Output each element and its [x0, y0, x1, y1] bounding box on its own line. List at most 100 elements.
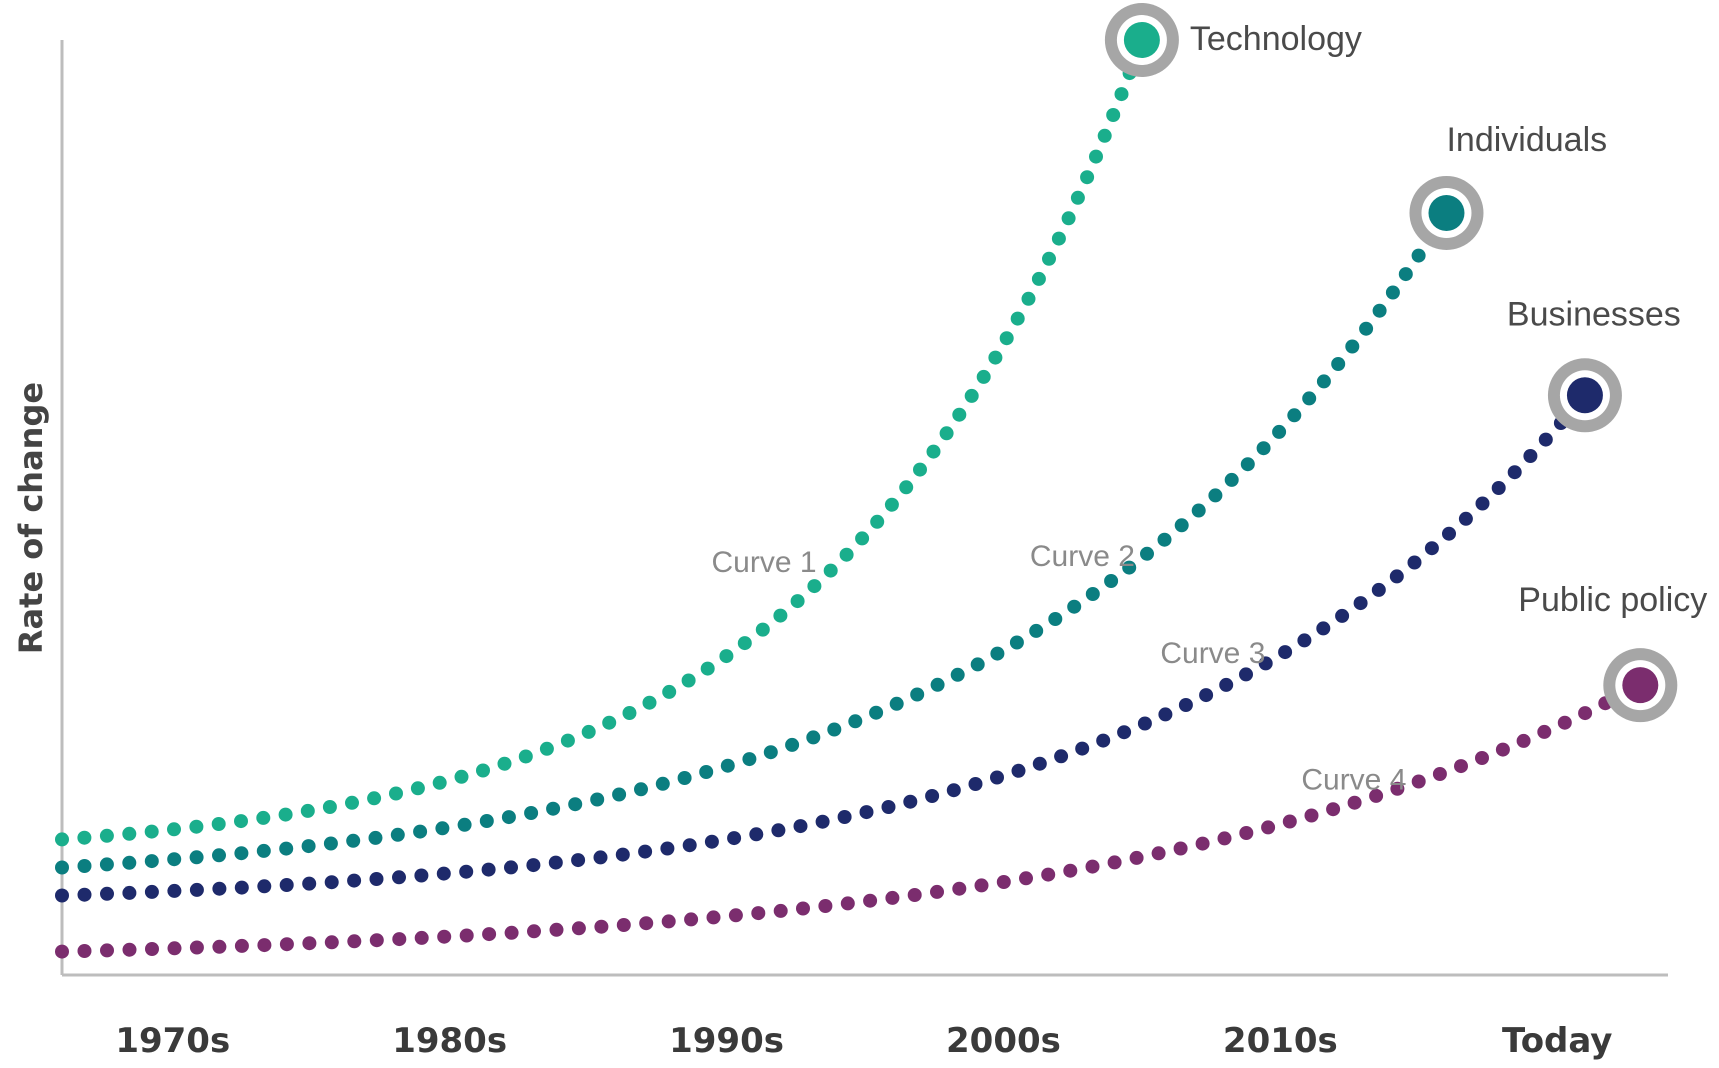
curve-dot: [1538, 432, 1553, 447]
curve-dot: [392, 870, 406, 885]
series-name-businesses: Businesses: [1507, 295, 1681, 333]
series-businesses: [55, 358, 1622, 903]
curve-dot: [677, 771, 692, 785]
curve-dot: [1042, 251, 1056, 266]
curve-dot: [526, 858, 541, 873]
endpoint-marker-businesses: [1547, 358, 1622, 433]
curve-dot: [996, 875, 1011, 889]
curve-dot: [682, 838, 697, 853]
curve-dot: [684, 912, 699, 927]
curve-dot: [1129, 850, 1144, 865]
curve-dot: [481, 862, 496, 877]
curve-dot: [189, 940, 204, 955]
curve-dot: [1335, 608, 1350, 623]
curve-dot: [257, 879, 272, 894]
marker-dot: [1428, 194, 1465, 231]
curve-dot: [212, 881, 227, 896]
x-tick-today: Today: [1502, 1021, 1612, 1061]
curve-dot: [1495, 742, 1510, 757]
curve-dot: [144, 854, 159, 869]
curve-dot: [790, 594, 805, 609]
curve-dot: [55, 832, 69, 847]
curve-dot: [122, 855, 137, 870]
curve-dot: [432, 775, 447, 790]
curve-dot: [1353, 596, 1368, 611]
curve-dot: [728, 908, 743, 923]
curve-dot: [1282, 814, 1297, 829]
curve-dot: [899, 480, 914, 495]
curve-dot: [459, 928, 474, 943]
curve-dot: [806, 730, 821, 745]
curve-dot: [278, 807, 293, 822]
curve-dot: [1224, 472, 1239, 487]
curve-dot: [1371, 582, 1386, 597]
curve-dot: [660, 841, 675, 856]
curve-dot: [1326, 802, 1341, 817]
curve-dot: [414, 930, 429, 945]
curve-dot: [749, 827, 764, 842]
curve-dot: [122, 826, 137, 841]
curve-dot: [1411, 248, 1426, 263]
curve-dot: [1287, 408, 1302, 423]
curve-dot: [1080, 170, 1095, 185]
curve-dot: [964, 388, 979, 403]
endpoint-marker-technology: [1104, 3, 1179, 77]
curve-dot: [1122, 560, 1137, 575]
curve-dot: [622, 706, 637, 720]
endpoint-marker-individuals: [1409, 175, 1484, 250]
curve-dot: [1031, 271, 1046, 286]
curve-dot: [974, 878, 989, 893]
curve-dot: [55, 944, 69, 959]
curve-dot: [1302, 391, 1317, 406]
curve-dot: [1359, 321, 1374, 336]
curve-dot: [501, 810, 516, 825]
curve-dot: [925, 789, 940, 803]
curve-dot: [885, 890, 900, 905]
curve-dot: [549, 922, 564, 937]
curve-dot: [773, 903, 788, 918]
curve-dot: [720, 758, 735, 773]
curve-dot: [144, 824, 159, 839]
curve-dot: [345, 795, 359, 810]
curve-dot: [662, 684, 677, 699]
curve-dot: [1067, 599, 1082, 614]
curve-dot: [661, 914, 676, 929]
x-tick-1980s: 1980s: [392, 1021, 507, 1061]
curve-dot: [751, 906, 766, 921]
curve-dot: [189, 882, 204, 897]
curve-dot: [1316, 621, 1331, 636]
curve-dot: [1096, 733, 1111, 748]
curve-dot: [1032, 756, 1047, 771]
curve-dot: [234, 814, 248, 829]
curve-dot: [793, 819, 808, 834]
curve-dot: [1140, 546, 1154, 561]
curve-dot: [1389, 569, 1404, 584]
curve-dot: [1424, 541, 1439, 556]
curve-dot: [681, 673, 696, 688]
curve-dot: [571, 921, 586, 936]
curve-dot: [189, 819, 204, 834]
curve-dot: [976, 369, 991, 384]
curve-dot: [389, 786, 403, 801]
curve-dot: [1239, 667, 1253, 682]
curve-dot: [1011, 763, 1026, 778]
curve-dot: [167, 852, 182, 867]
curve-dot: [616, 918, 631, 932]
curve-dot: [970, 657, 985, 672]
curve-dot: [1219, 677, 1234, 692]
curve-dot: [479, 814, 494, 828]
curve-dot: [1261, 820, 1276, 835]
curve-dot: [1442, 526, 1456, 541]
x-tick-2010s: 2010s: [1223, 1021, 1338, 1061]
curve-dot: [1240, 457, 1255, 472]
curve-dot: [571, 853, 586, 868]
curve-dot: [256, 810, 271, 825]
curve-dot: [504, 925, 519, 940]
curve-dot: [913, 462, 927, 477]
curve-dot: [346, 833, 361, 848]
curve-dot: [504, 860, 518, 875]
curve-dot: [560, 733, 575, 748]
curve-dot: [704, 834, 719, 849]
curve-dot: [699, 765, 714, 779]
curve-dot: [881, 800, 896, 814]
